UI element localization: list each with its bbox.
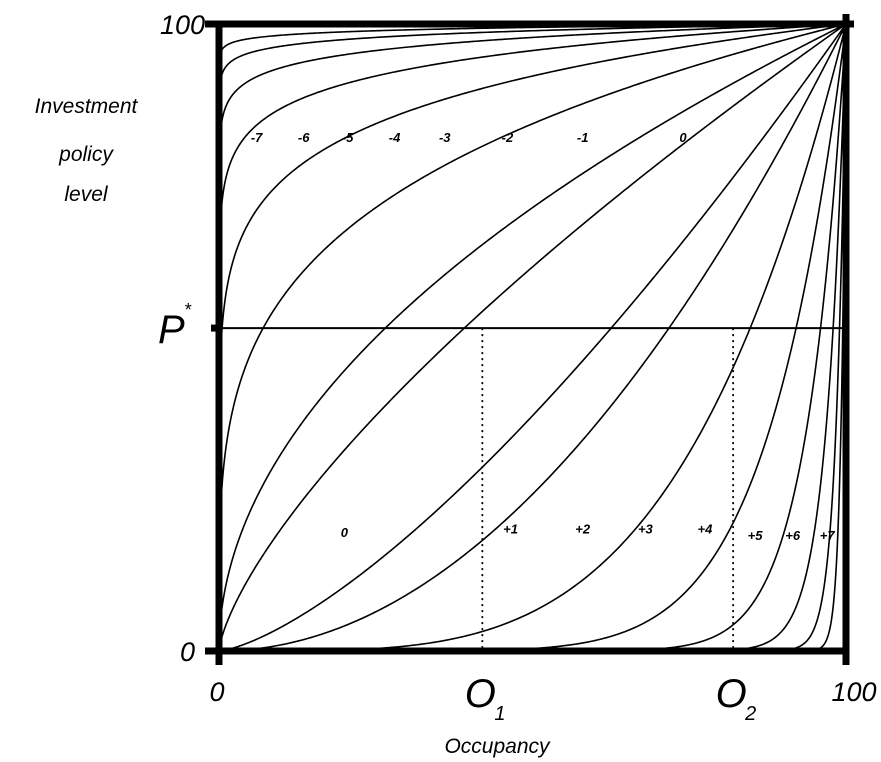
lower-curve-label-1: +1	[503, 522, 518, 537]
x-tick-label-right: 100	[831, 677, 876, 707]
curve-plus1-9	[219, 23, 847, 652]
y-axis-label-line-1: Investment	[35, 95, 139, 118]
curve-minus4-3	[218, 23, 847, 652]
upper-curve-label-0: -7	[251, 130, 263, 145]
curve-minus7-0	[218, 23, 846, 652]
curve-plus2-10	[219, 23, 847, 652]
lower-curve-label-3: +3	[638, 522, 654, 537]
o1-subscript: 1	[494, 703, 505, 725]
lower-curve-label-7: +7	[820, 528, 836, 543]
curve-labels: -7 -6 -5 -4 -3 -2 -1 0 0 +1 +2 +3 +4 +5 +6 +7	[251, 130, 836, 543]
lower-curve-label-0: 0	[341, 525, 349, 540]
curve-minus1-6	[218, 23, 847, 652]
y-tick-label-bottom: 0	[180, 637, 195, 667]
curve-plus5-13	[219, 23, 847, 652]
curve-minus6-1	[218, 23, 846, 652]
curve-minus5-2	[218, 23, 846, 652]
curve-plus6-14	[219, 23, 847, 652]
upper-curve-label-1: -6	[298, 130, 310, 145]
curve-minus2-5	[218, 23, 847, 652]
o1-label: O	[465, 672, 496, 716]
upper-curve-label-4: -3	[439, 130, 451, 145]
o2-subscript: 2	[744, 703, 756, 725]
lower-curve-label-5: +5	[748, 528, 764, 543]
lower-curve-label-2: +2	[575, 522, 591, 537]
upper-curve-label-2: -5	[342, 130, 354, 145]
upper-curve-label-5: -2	[502, 130, 514, 145]
y-axis-label-line-2: policy	[58, 143, 114, 166]
y-axis-label-line-3: level	[64, 183, 109, 206]
curve-plus7-15	[219, 23, 847, 652]
y-tick-label-top: 100	[160, 10, 205, 40]
curve-plus3-11	[219, 23, 847, 652]
upper-curve-label-3: -4	[389, 130, 401, 145]
curve-family	[218, 23, 847, 652]
upper-curve-label-7: 0	[679, 130, 687, 145]
axis-ticks	[205, 14, 854, 665]
curve-plus4-12	[219, 23, 847, 652]
curve-minus3-4	[218, 23, 847, 652]
x-axis-label: Occupancy	[444, 735, 551, 758]
curve-0-7	[218, 23, 847, 652]
o2-label: O	[716, 672, 747, 716]
plot-frame	[215, 20, 850, 655]
p-star-superscript: *	[184, 300, 192, 320]
curve-0-8	[219, 23, 847, 652]
x-tick-label-left: 0	[209, 677, 224, 707]
lower-curve-label-4: +4	[698, 522, 714, 537]
lower-curve-label-6: +6	[785, 528, 801, 543]
p-star-label: P	[158, 308, 185, 352]
upper-curve-label-6: -1	[577, 130, 589, 145]
